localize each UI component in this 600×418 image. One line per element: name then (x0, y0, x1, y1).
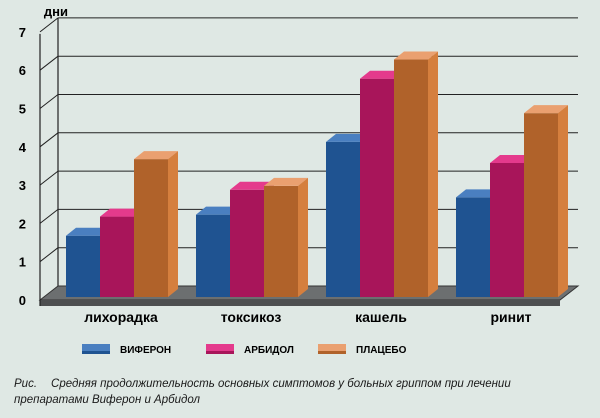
bar-ВИФЕРОН-front (326, 141, 360, 297)
bar-ПЛАЦЕБО-top (134, 151, 178, 160)
bar-ПЛАЦЕБО-front (134, 159, 168, 297)
figure-caption: Рис. Средняя продолжительность основных с… (14, 376, 586, 408)
category-labels: лихорадка токсикоз кашель ринит (84, 309, 531, 325)
gridline-depth (39, 132, 59, 148)
gridline-depth (39, 209, 59, 224)
category-label: ринит (490, 309, 531, 325)
bar-ПЛАЦЕБО-front (524, 113, 558, 297)
y-axis: 0 1 2 3 4 5 6 7 дни (19, 4, 68, 308)
category-label: лихорадка (84, 309, 158, 325)
y-axis-title: дни (44, 4, 68, 19)
bar-ПЛАЦЕБО-top (264, 177, 308, 186)
bar-ПЛАЦЕБО-side (428, 51, 438, 297)
bar-АРБИДОЛ-front (230, 189, 264, 297)
bar-ПЛАЦЕБО-side (298, 177, 308, 297)
bar-ВИФЕРОН-top (196, 206, 240, 215)
bar-АРБИДОЛ-top (360, 70, 404, 79)
bar-ПЛАЦЕБО-top (394, 51, 438, 60)
bar-АРБИДОЛ-front (100, 216, 134, 297)
bar-ВИФЕРОН-front (456, 197, 490, 297)
bar-ПЛАЦЕБО-front (264, 185, 298, 297)
y-tick-label: 2 (19, 216, 26, 231)
floor-front (40, 300, 560, 306)
category-label: кашель (355, 309, 407, 325)
legend: ВИФЕРОН АРБИДОЛ ПЛАЦЕБО (82, 344, 407, 356)
gridline-depth (39, 55, 59, 71)
legend-swatch-shade (318, 351, 346, 354)
y-tick-label: 6 (19, 63, 26, 78)
bar-ПЛАЦЕБО-front (394, 59, 428, 297)
legend-label: АРБИДОЛ (244, 345, 294, 356)
bars (66, 51, 568, 297)
caption-prefix: Рис. (14, 378, 38, 390)
bar-АРБИДОЛ-top (100, 208, 144, 217)
bar-ВИФЕРОН-front (196, 214, 230, 297)
legend-swatch (206, 344, 234, 354)
bar-ПЛАЦЕБО-side (558, 105, 568, 297)
bar-ВИФЕРОН-top (66, 227, 110, 236)
bar-ПЛАЦЕБО-side (168, 151, 178, 297)
legend-label: ВИФЕРОН (120, 345, 171, 356)
bar-АРБИДОЛ-top (230, 181, 274, 190)
bar-АРБИДОЛ-front (360, 78, 394, 297)
gridline-depth (39, 170, 59, 186)
y-tick-label: 7 (19, 25, 26, 40)
y-tick-label: 1 (19, 255, 26, 270)
legend-label: ПЛАЦЕБО (356, 345, 407, 356)
category-label: токсикоз (221, 309, 282, 325)
bar-ВИФЕРОН-top (326, 133, 370, 142)
y-tick-label: 0 (19, 293, 26, 308)
bar-ВИФЕРОН-front (66, 235, 100, 297)
y-tick-label: 3 (19, 178, 26, 193)
bar-АРБИДОЛ-top (490, 154, 534, 163)
legend-swatch-shade (82, 351, 110, 354)
y-tick-label: 4 (19, 140, 27, 155)
legend-swatch (82, 344, 110, 354)
bar-chart: 0 1 2 3 4 5 6 7 дни лихорадка токсикоз кашель ринит… (19, 4, 580, 356)
y-tick-label: 5 (19, 102, 26, 117)
bar-ВИФЕРОН-top (456, 189, 500, 198)
bar-АРБИДОЛ-front (490, 162, 524, 297)
legend-swatch-shade (206, 351, 234, 354)
legend-swatch (318, 344, 346, 354)
bar-ПЛАЦЕБО-top (524, 105, 568, 114)
gridline-depth (39, 247, 59, 263)
gridline-depth (39, 94, 59, 109)
caption-text: Средняя продолжительность основных симпт… (14, 378, 511, 406)
gridline-depth (39, 17, 59, 33)
